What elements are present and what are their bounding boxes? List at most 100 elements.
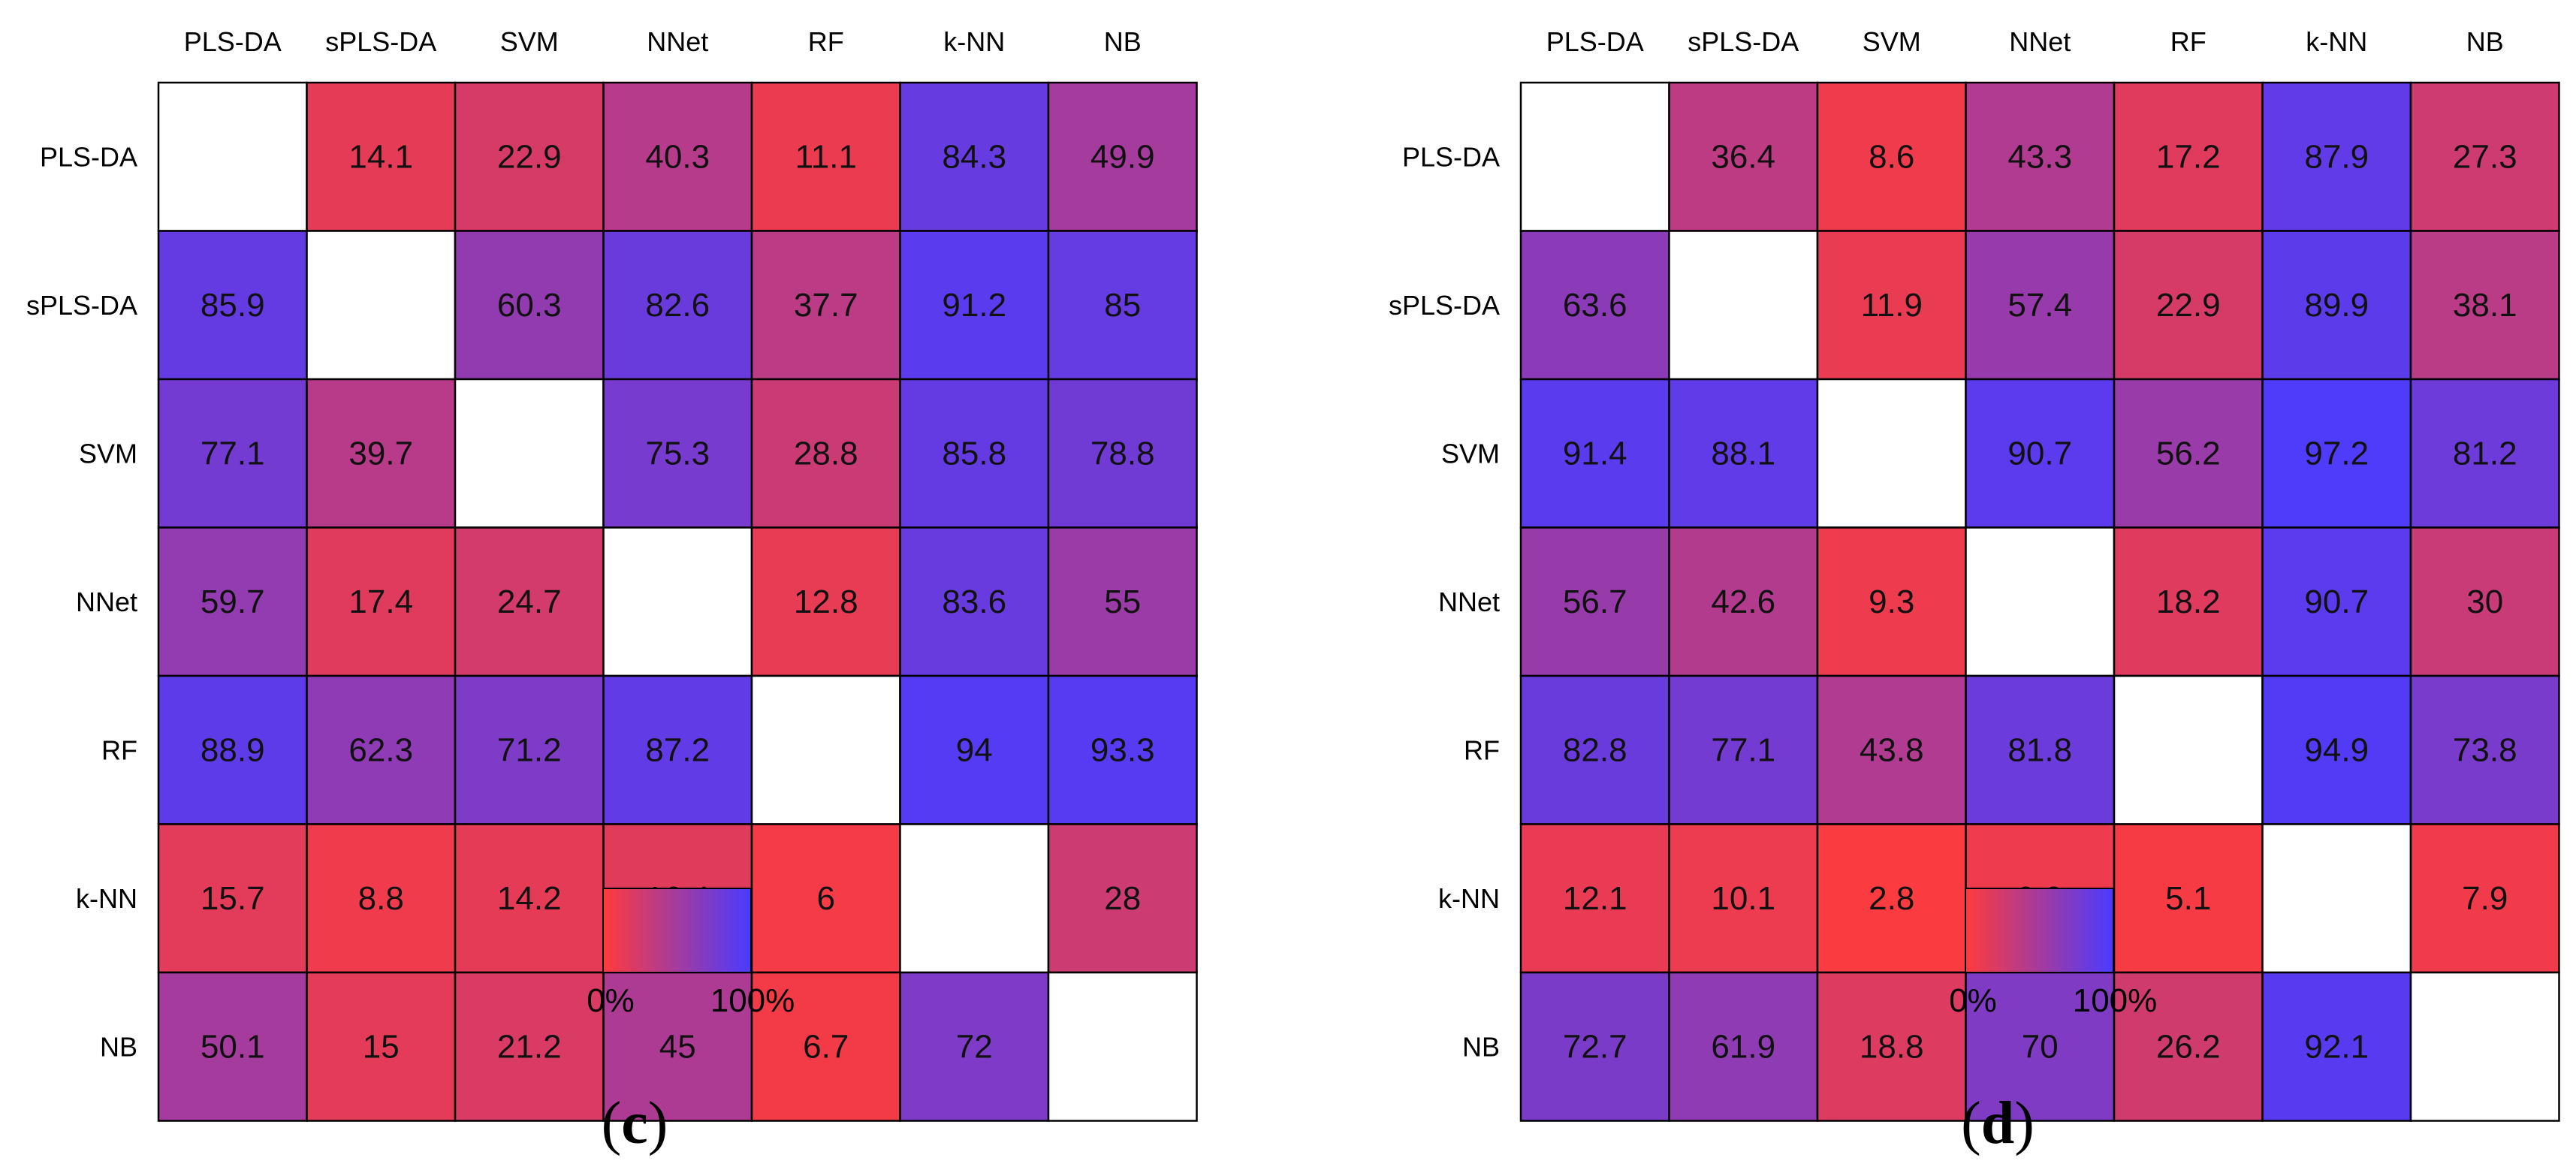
heatmap-cell: [2113, 378, 2264, 529]
cell-value-label: 12.1: [1563, 880, 1627, 917]
colorbar-max-label: 100%: [2073, 982, 2158, 1019]
cell-value-label: 42.6: [1711, 583, 1775, 620]
cell-value-label: 28: [1104, 880, 1141, 917]
heatmap-cell: [454, 971, 605, 1122]
cell-value-label: 39.7: [348, 435, 413, 472]
cell-value-label: 82.6: [645, 287, 710, 324]
cell-value-label: 43.8: [1860, 731, 1924, 768]
heatmap-cell: [2409, 230, 2560, 381]
cell-value-label: 17.4: [348, 583, 413, 620]
heatmap-cell: [157, 674, 308, 825]
cell-value-label: 9.3: [1869, 583, 1914, 620]
column-tick-label: sPLS-DA: [325, 26, 436, 57]
cell-value-label: 11.1: [795, 138, 857, 175]
heatmap-cell: [306, 971, 457, 1122]
column-tick-label: PLS-DA: [1546, 26, 1644, 57]
heatmap-cell: [1047, 526, 1198, 677]
heatmap-cell: [2261, 971, 2412, 1122]
row-tick-label: sPLS-DA: [26, 290, 137, 321]
cell-value-label: 7.9: [2462, 880, 2508, 917]
heatmap-cell: [157, 526, 308, 677]
heatmap-cell: [750, 971, 901, 1122]
heatmap-cell: [1816, 230, 1967, 381]
heatmap-cell: [1047, 378, 1198, 529]
heatmap-cell-empty: [1519, 81, 1670, 232]
column-tick-label: RF: [2170, 26, 2206, 57]
heatmap-cell: [2113, 971, 2264, 1122]
cell-value-label: 12.8: [794, 583, 858, 620]
heatmap-cell: [157, 378, 308, 529]
cell-value-label: 37.7: [794, 287, 858, 324]
cell-value-label: 61.9: [1711, 1028, 1775, 1065]
cell-value-label: 22.9: [497, 138, 562, 175]
heatmap-cell: [1965, 971, 2116, 1122]
cell-value-label: 77.1: [1711, 731, 1775, 768]
heatmap-cell: [750, 230, 901, 381]
heatmap-cell-empty: [1047, 971, 1198, 1122]
heatmap-cell: [157, 823, 308, 974]
cell-value-label: 78.8: [1090, 435, 1155, 472]
heatmap-cell: [750, 823, 901, 974]
cell-value-label: 62.3: [348, 731, 413, 768]
heatmap-cell: [454, 81, 605, 232]
cell-value-label: 87.9: [2304, 138, 2369, 175]
column-tick-label: k-NN: [943, 26, 1005, 57]
cell-value-label: 5.1: [2165, 880, 2211, 917]
cell-value-label: 21.2: [497, 1028, 562, 1065]
heatmap-cell-empty: [1965, 526, 2116, 677]
heatmap-cell-empty: [899, 823, 1050, 974]
column-tick-label: k-NN: [2306, 26, 2367, 57]
cell-value-label: 60.3: [497, 287, 562, 324]
heatmap-cell: [1047, 823, 1198, 974]
heatmap-cell: [1668, 81, 1819, 232]
heatmap-cell: [2113, 81, 2264, 232]
row-tick-label: NB: [100, 1031, 137, 1062]
cell-value-label: 89.9: [2304, 287, 2369, 324]
row-tick-label: k-NN: [1438, 883, 1500, 914]
heatmap-cell: [602, 674, 753, 825]
cell-value-label: 15.7: [201, 880, 265, 917]
heatmap-cell-empty: [1668, 230, 1819, 381]
cell-value-label: 24.7: [497, 583, 562, 620]
heatmap-cell: [2409, 81, 2560, 232]
heatmap-cell: [1047, 230, 1198, 381]
heatmap-cell: [306, 526, 457, 677]
cell-value-label: 40.3: [645, 138, 710, 175]
cell-value-label: 75.3: [645, 435, 710, 472]
cell-value-label: 8.6: [1869, 138, 1914, 175]
cell-value-label: 56.2: [2156, 435, 2221, 472]
cell-value-label: 85.9: [201, 287, 265, 324]
colorbar-min-label: 0%: [1949, 982, 1997, 1019]
row-tick-label: NNet: [1438, 586, 1500, 617]
heatmap-cell: [1047, 81, 1198, 232]
panel-label: (d): [1961, 1090, 2035, 1156]
heatmap-cell: [2261, 378, 2412, 529]
heatmap-cell: [1519, 230, 1670, 381]
heatmap-cell-empty: [602, 526, 753, 677]
heatmap-cell: [1519, 674, 1670, 825]
colorbar: [1965, 888, 2114, 973]
heatmap-cell: [1047, 674, 1198, 825]
cell-value-label: 6.7: [803, 1028, 849, 1065]
cell-value-label: 59.7: [201, 583, 265, 620]
heatmap-cell: [1668, 971, 1819, 1122]
heatmap-cell-empty: [306, 230, 457, 381]
column-tick-label: RF: [808, 26, 844, 57]
heatmap-cell: [2113, 526, 2264, 677]
heatmap-cell: [2261, 526, 2412, 677]
heatmap-cell: [750, 526, 901, 677]
heatmap-cell: [1668, 526, 1819, 677]
column-tick-label: NNet: [2009, 26, 2071, 57]
cell-value-label: 82.8: [1563, 731, 1627, 768]
cell-value-label: 93.3: [1090, 731, 1155, 768]
heatmap-cell: [1965, 230, 2116, 381]
heatmap-cell-empty: [2409, 971, 2560, 1122]
cell-value-label: 10.1: [1711, 880, 1775, 917]
row-tick-label: NNet: [76, 586, 137, 617]
heatmap-cell-empty: [454, 378, 605, 529]
column-tick-label: sPLS-DA: [1688, 26, 1799, 57]
heatmap-cell: [899, 971, 1050, 1122]
heatmap-cell: [1816, 81, 1967, 232]
heatmap-cell: [2113, 823, 2264, 974]
